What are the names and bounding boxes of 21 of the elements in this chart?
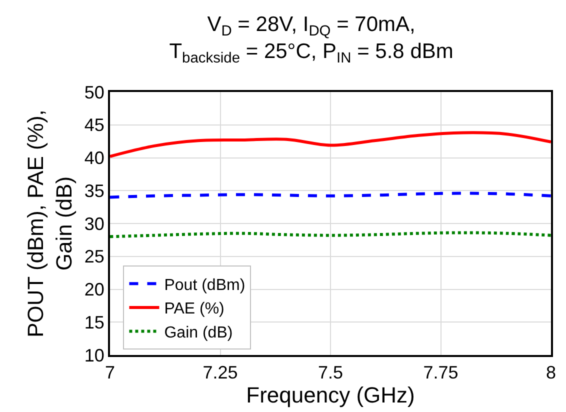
y-axis-title: POUT (dBm), PAE (%), Gain (dB): [23, 110, 77, 338]
legend-label: Gain (dB): [164, 324, 233, 342]
y-tick-label: 15: [84, 312, 104, 332]
y-tick-label: 25: [84, 246, 104, 267]
legend-label: PAE (%): [164, 300, 224, 318]
x-tick-label: 7.5: [318, 362, 344, 383]
x-tick-label: 7.75: [423, 362, 458, 383]
y-tick-label: 10: [84, 345, 104, 366]
x-tick-label: 7.25: [202, 362, 238, 383]
y-tick-label: 45: [84, 115, 104, 136]
x-tick-label: 7: [104, 362, 116, 383]
y-tick-label: 35: [84, 180, 104, 201]
y-tick-label: 50: [84, 82, 104, 102]
line-series: [110, 131, 551, 158]
legend-label: Pout (dBm): [164, 276, 246, 294]
y-tick-label: 40: [84, 148, 104, 168]
y-tick-label: 30: [84, 214, 104, 234]
chart-title: V$_{D}$ = 28V, I$_{DQ}$ = 70mA, T$_{backside}$ = 25°C, P$_{IN}$ = 5.8 dBm: [169, 12, 454, 67]
x-tick-label: 8: [546, 362, 556, 383]
x-axis-title: Frequency (GHz): [246, 382, 415, 408]
y-tick-label: 20: [84, 280, 104, 300]
